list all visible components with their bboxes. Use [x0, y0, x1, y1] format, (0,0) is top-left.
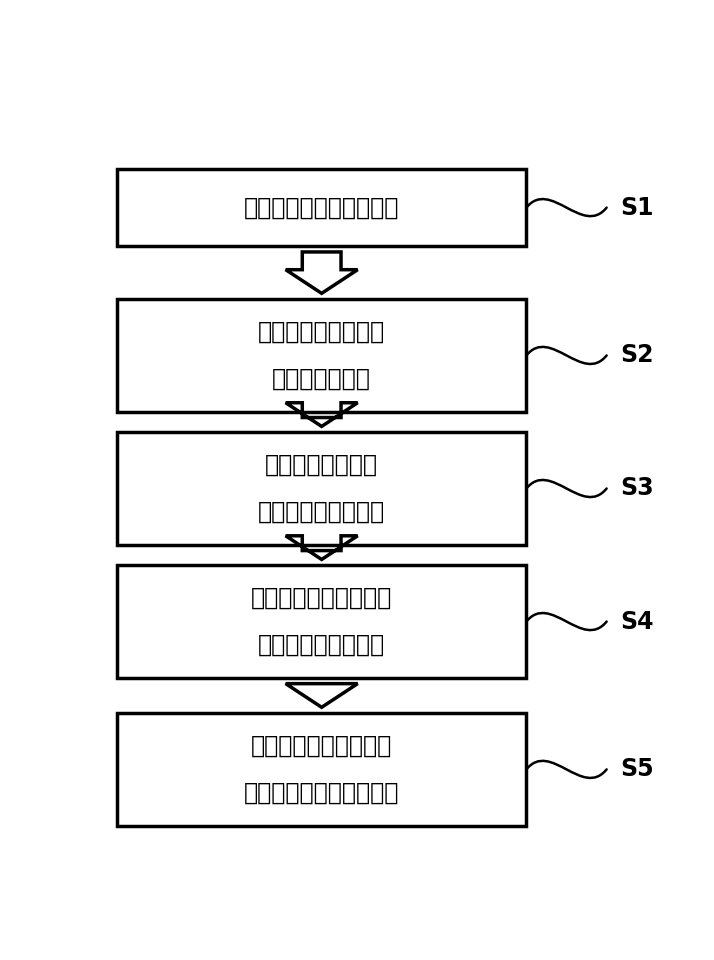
Text: 压电力显微镜表征证明: 压电力显微镜表征证明 [251, 733, 392, 757]
Bar [117, 300, 526, 412]
Text: S4: S4 [620, 610, 654, 634]
Text: 物相表征获得薄膜的: 物相表征获得薄膜的 [258, 320, 386, 344]
Polygon shape [286, 684, 358, 708]
Bar [117, 565, 526, 678]
Text: 在样品中发生电化学反应: 在样品中发生电化学反应 [244, 781, 399, 805]
Text: 针尖电场相对方向写入: 针尖电场相对方向写入 [251, 586, 392, 610]
Text: 期望发生电化学反应: 期望发生电化学反应 [258, 634, 386, 658]
Polygon shape [286, 536, 358, 560]
Text: 压电力显微镜表征: 压电力显微镜表征 [265, 453, 378, 477]
Bar [117, 432, 526, 544]
Text: 脉冲激光沉积法制备薄膜: 脉冲激光沉积法制备薄膜 [244, 196, 399, 220]
Text: S1: S1 [620, 196, 654, 220]
Bar [117, 713, 526, 826]
Text: 晋格结构、形貌: 晋格结构、形貌 [272, 367, 371, 391]
Bar [117, 169, 526, 246]
Text: 获得薄膜的自发极化: 获得薄膜的自发极化 [258, 500, 386, 524]
Text: S2: S2 [620, 344, 654, 368]
Text: S5: S5 [620, 757, 654, 781]
Text: S3: S3 [620, 476, 654, 500]
Polygon shape [286, 403, 358, 426]
Polygon shape [286, 252, 358, 294]
